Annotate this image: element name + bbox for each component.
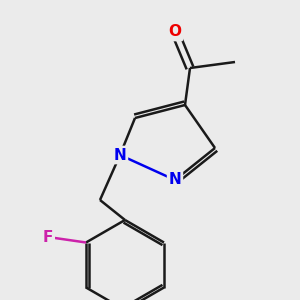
Text: N: N <box>114 148 126 163</box>
Text: O: O <box>169 25 182 40</box>
Text: N: N <box>169 172 182 188</box>
Text: F: F <box>43 230 53 244</box>
